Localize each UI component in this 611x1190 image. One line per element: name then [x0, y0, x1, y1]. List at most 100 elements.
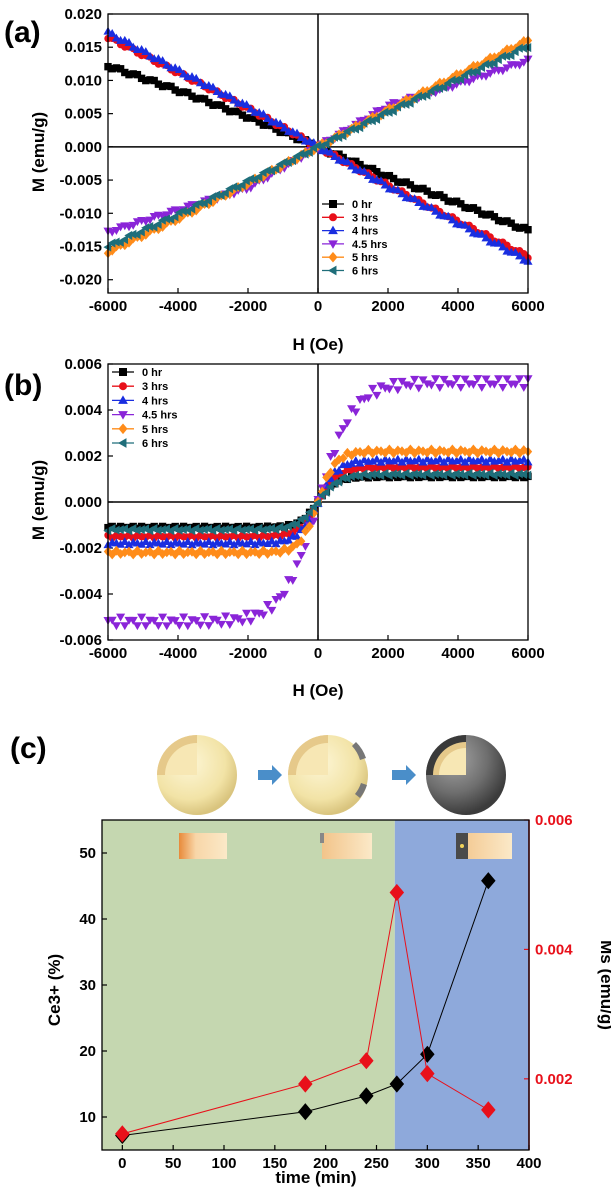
data-point [393, 454, 403, 463]
plot-area-b: -6000 -4000 -2000 0 2000 4000 6000 0.006 0.004 0.… [59, 356, 544, 662]
data-point [431, 206, 441, 215]
data-point [133, 545, 142, 556]
data-point [481, 233, 491, 242]
data-point [338, 425, 348, 434]
data-point [246, 537, 256, 546]
legend-label: 5 hrs [352, 252, 378, 264]
x-tick-label: 4000 [441, 645, 474, 662]
data-point [410, 194, 420, 203]
data-point [502, 64, 512, 73]
data-point [149, 617, 159, 625]
y-tick-label: 0.002 [64, 448, 102, 465]
data-point [304, 147, 313, 157]
data-point [485, 454, 495, 463]
series-5-hrs [103, 444, 533, 560]
data-point [158, 613, 168, 622]
legend-marker [119, 382, 127, 391]
legend-label: 4.5 hrs [142, 410, 177, 422]
legend-b: 0 hr 3 hrs 4 hrs 4.5 hrs 5 hrs 6 hrs [112, 367, 177, 450]
data-point [300, 543, 310, 551]
legend-marker [118, 423, 128, 435]
x-axis-title-a: H (Oe) [293, 335, 344, 354]
data-point [292, 519, 301, 529]
data-point [120, 622, 130, 631]
data-point [136, 227, 145, 237]
x-tick-label: 250 [364, 1155, 389, 1172]
data-point [208, 82, 218, 91]
data-point [141, 537, 151, 546]
x-tick-label: 200 [313, 1155, 338, 1172]
data-point [120, 35, 130, 44]
data-point [460, 375, 470, 384]
data-point [422, 90, 431, 100]
data-point [473, 375, 483, 384]
data-point [498, 242, 508, 251]
data-point [271, 164, 280, 174]
data-point [364, 444, 373, 455]
data-point [384, 385, 394, 394]
data-point [298, 1103, 313, 1121]
x-tick-label: 400 [516, 1155, 541, 1172]
x-axis-title-b: H (Oe) [293, 681, 344, 700]
data-point [401, 454, 411, 463]
data-point [355, 123, 364, 133]
data-point [406, 444, 415, 455]
data-point [502, 375, 512, 384]
arrow-right-icon-1 [258, 765, 282, 785]
data-point [170, 617, 180, 626]
data-point [334, 465, 344, 474]
y-tick-label: 0.004 [64, 402, 102, 419]
data-point [179, 69, 189, 78]
x-tick-label: 50 [165, 1155, 182, 1172]
x-tick-label: 6000 [511, 298, 544, 315]
y2-tick-label: 0.002 [535, 1071, 573, 1088]
data-point [263, 114, 273, 123]
data-point [435, 454, 445, 463]
data-point [296, 133, 306, 142]
data-point [456, 454, 466, 463]
data-point [506, 454, 516, 463]
data-point [321, 487, 330, 497]
data-point [464, 78, 474, 87]
data-point [372, 391, 382, 400]
y-tick-label: 0.015 [64, 39, 102, 56]
legend-label: 5 hrs [142, 424, 168, 436]
data-point [431, 375, 441, 384]
data-point [351, 456, 361, 465]
data-point [195, 78, 205, 87]
data-point [128, 42, 138, 51]
data-point [111, 622, 121, 631]
data-point [145, 51, 155, 60]
data-point [191, 617, 201, 626]
data-point [153, 622, 163, 630]
series-line [122, 880, 489, 1136]
x-axis-title-c: time (min) [275, 1168, 356, 1187]
data-point [443, 211, 453, 220]
x-tick-label: -2000 [229, 645, 267, 662]
x-tick-label: 0 [314, 645, 322, 662]
panel-label-b: (b) [4, 369, 42, 402]
data-point [507, 219, 515, 227]
legend-marker [118, 395, 128, 404]
data-point [174, 621, 184, 630]
data-point [347, 161, 357, 170]
data-point [229, 95, 239, 104]
data-point [385, 444, 394, 455]
y-tick-label: 0.020 [64, 6, 102, 23]
data-point [510, 47, 519, 57]
data-point [267, 536, 277, 545]
data-point [515, 375, 525, 384]
data-point [420, 1065, 435, 1083]
data-point [414, 198, 424, 207]
data-point [389, 1075, 405, 1093]
data-point [317, 490, 326, 501]
data-point [477, 229, 487, 238]
data-point [292, 128, 302, 137]
data-point [128, 616, 138, 625]
data-point [485, 69, 495, 78]
data-point [460, 220, 470, 229]
data-point [297, 536, 306, 547]
legend-marker [117, 438, 127, 448]
x-tick-label: -6000 [89, 298, 127, 315]
data-point [326, 147, 336, 156]
